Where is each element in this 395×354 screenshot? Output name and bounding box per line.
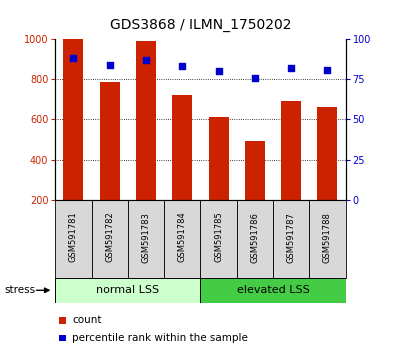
Bar [55,278,201,303]
Text: elevated LSS: elevated LSS [237,285,309,295]
Bar [200,200,237,278]
Text: GSM591787: GSM591787 [287,212,296,263]
Bar [55,200,92,278]
Text: GSM591781: GSM591781 [69,212,78,262]
Text: GSM591786: GSM591786 [250,212,260,263]
Point [107,62,113,68]
Text: GDS3868 / ILMN_1750202: GDS3868 / ILMN_1750202 [110,18,291,32]
Bar [281,101,301,200]
Bar [273,200,309,278]
Bar [309,200,346,278]
Point [215,68,222,74]
Bar [64,25,83,200]
Point [252,75,258,80]
Point [288,65,294,71]
Text: count: count [72,315,102,325]
Text: percentile rank within the sample: percentile rank within the sample [72,333,248,343]
Text: GSM591788: GSM591788 [323,212,332,263]
Text: normal LSS: normal LSS [96,285,160,295]
Bar [318,107,337,200]
Text: GSM591782: GSM591782 [105,212,114,262]
Point [324,67,331,72]
Point [143,57,149,63]
Text: GSM591784: GSM591784 [178,212,187,262]
Bar [136,41,156,200]
Text: stress: stress [4,285,35,295]
Bar [245,141,265,200]
Text: GSM591783: GSM591783 [141,212,150,263]
Text: GSM591785: GSM591785 [214,212,223,262]
Bar [209,118,229,200]
Bar [92,200,128,278]
Bar [201,278,346,303]
Bar [237,200,273,278]
Point [70,56,77,61]
Bar [172,95,192,200]
Bar [128,200,164,278]
Bar [100,82,120,200]
Point [179,63,186,69]
Bar [164,200,201,278]
